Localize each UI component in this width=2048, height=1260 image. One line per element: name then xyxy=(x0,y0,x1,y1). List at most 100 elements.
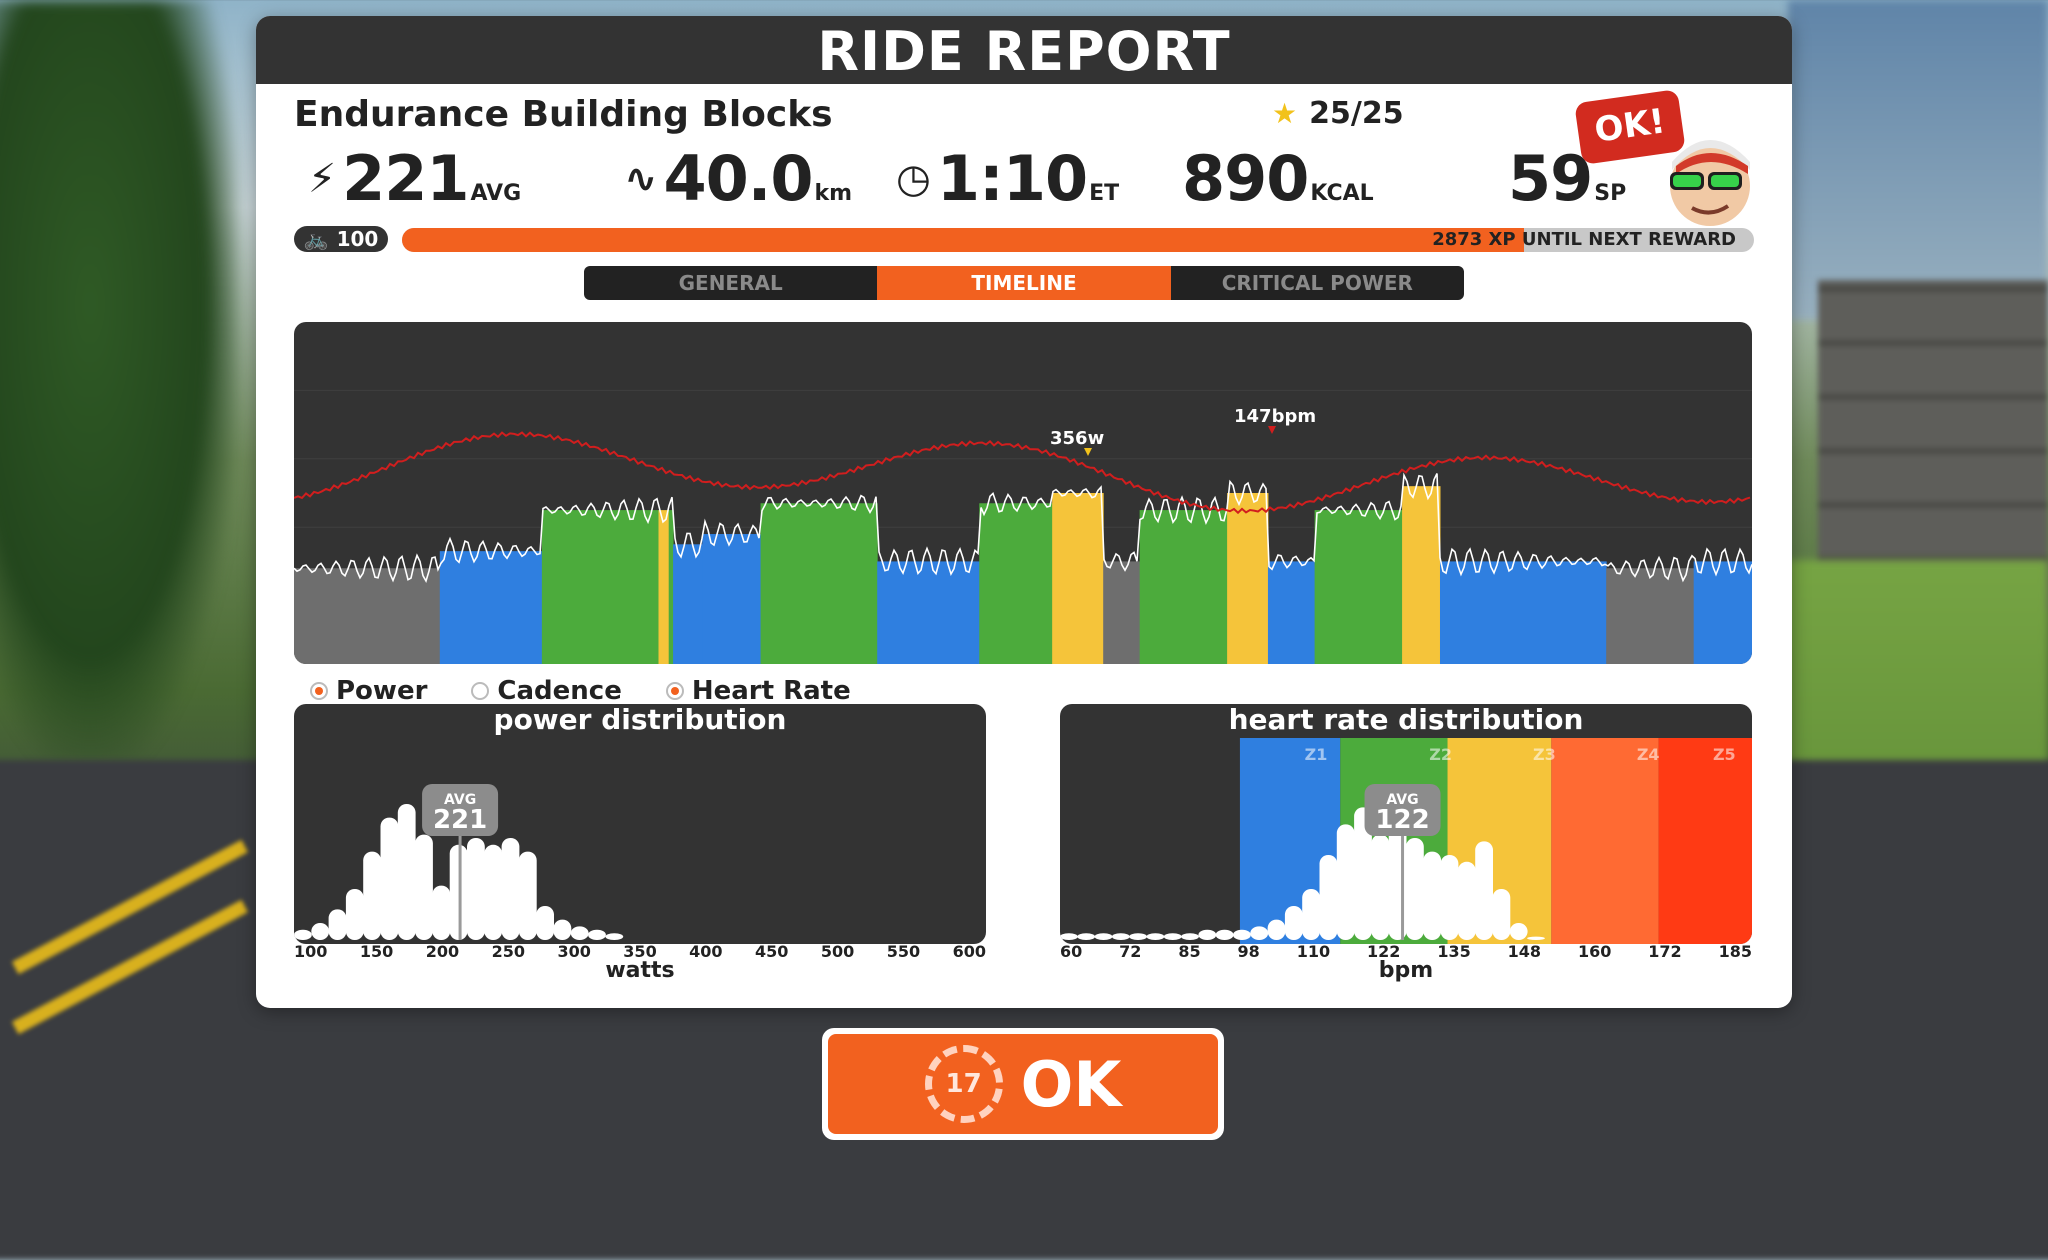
distribution-bar xyxy=(1163,933,1182,940)
power-tick: 100 xyxy=(294,942,328,961)
timeline-zone-bar xyxy=(439,551,543,664)
timeline-plot: 356w 147bpm xyxy=(294,389,1752,664)
distribution-bar xyxy=(1250,926,1269,940)
timeline-zone-bar xyxy=(1139,510,1228,664)
stat-time: ◷ 1:10 ET xyxy=(896,142,1119,215)
distribution-bar xyxy=(1146,933,1165,940)
timeline-zone-bar xyxy=(1227,493,1269,664)
hr-zone-label: Z5 xyxy=(1713,745,1736,764)
background-tree xyxy=(0,0,240,760)
distribution-bar xyxy=(570,926,589,940)
peak-hr-label: 147bpm xyxy=(1234,406,1316,427)
distribution-bar xyxy=(1094,933,1113,940)
hr-distribution-chart: AVG 122 Z1 Z2 Z3 Z4 Z5 heart rate distribution xyxy=(1060,704,1752,944)
distribution-bar xyxy=(1302,889,1320,940)
hr-tick: 148 xyxy=(1507,942,1542,961)
distribution-bar xyxy=(536,906,554,940)
peak-power-marker xyxy=(1084,448,1092,456)
hr-zone-band xyxy=(1658,738,1752,944)
distribution-bar xyxy=(1060,933,1078,940)
ok-button-face[interactable]: 17 OK xyxy=(828,1034,1218,1134)
distribution-bar xyxy=(1215,929,1234,940)
power-unit: AVG xyxy=(470,181,522,206)
sp-value: 59 xyxy=(1508,142,1593,215)
hr-zone-label: Z2 xyxy=(1429,745,1452,764)
hr-tick: 172 xyxy=(1648,942,1682,961)
distribution-bar xyxy=(1336,824,1355,940)
timeline-zone-bar xyxy=(877,561,980,664)
tab-general[interactable]: GENERAL xyxy=(678,271,783,295)
hr-tick: 98 xyxy=(1237,942,1260,961)
legend-cadence-label: Cadence xyxy=(497,676,622,706)
distance-unit: km xyxy=(814,181,853,206)
distribution-bar xyxy=(363,851,381,940)
power-tick: 450 xyxy=(755,942,789,961)
hr-tick: 160 xyxy=(1577,942,1612,961)
distribution-bar xyxy=(1354,807,1372,940)
stat-power: ⚡ 221 AVG xyxy=(308,142,521,215)
power-tick: 300 xyxy=(557,942,591,961)
timeline-zone-bar xyxy=(1103,561,1141,664)
level-badge: 🚲 100 xyxy=(294,226,388,252)
calories-value: 890 xyxy=(1182,142,1309,215)
distribution-bar xyxy=(1509,923,1528,940)
distribution-bar xyxy=(397,804,416,940)
hr-tick: 185 xyxy=(1718,942,1752,961)
radio-power[interactable] xyxy=(310,682,328,700)
tab-critical-power[interactable]: CRITICAL POWER xyxy=(1221,271,1413,295)
distance-value: 40.0 xyxy=(663,142,814,215)
power-tick: 500 xyxy=(820,942,855,961)
timeline-zone-bar xyxy=(979,503,1053,664)
timeline-zone-bar xyxy=(702,534,762,664)
hr-tick: 122 xyxy=(1367,942,1401,961)
radio-heart-rate[interactable] xyxy=(665,682,684,700)
bike-icon: 🚲 xyxy=(303,227,329,251)
timeline-legend: Power Cadence Heart Rate xyxy=(310,676,851,706)
legend-heart-rate-label: Heart Rate xyxy=(691,676,851,706)
legend-cadence[interactable]: Cadence xyxy=(471,676,622,706)
power-tick: 600 xyxy=(952,942,986,961)
xp-progress-bar: 2873 XP UNTIL NEXT REWARD xyxy=(402,228,1754,252)
legend-power[interactable]: Power xyxy=(310,676,427,706)
timeline-zone-bar xyxy=(1314,510,1403,664)
xp-progress-fill xyxy=(402,228,1525,252)
background-sky xyxy=(1788,0,2048,320)
legend-heart-rate[interactable]: Heart Rate xyxy=(665,676,851,706)
ride-report-panel: RIDE REPORT Endurance Building Blocks ★ … xyxy=(256,16,1792,1008)
tab-timeline[interactable]: TIMELINE xyxy=(877,266,1171,300)
star-icon: ★ xyxy=(1272,97,1298,130)
timeline-zone-bar xyxy=(668,510,674,664)
power-value: 221 xyxy=(342,142,469,215)
distribution-bar xyxy=(588,929,606,940)
distribution-bar xyxy=(1492,889,1511,940)
distribution-bar xyxy=(294,929,312,940)
stat-calories: 890 KCAL xyxy=(1182,142,1374,215)
hr-axis-label: bpm xyxy=(1378,958,1434,983)
distribution-bar xyxy=(1371,834,1390,940)
timeline-zone-bar xyxy=(1693,561,1752,664)
countdown-timer-icon: 17 xyxy=(924,1045,1003,1123)
sp-unit: SP xyxy=(1594,181,1627,206)
route-icon: ∿ xyxy=(624,155,658,202)
timeline-chart: 356w 147bpm xyxy=(294,322,1752,664)
workout-title: Endurance Building Blocks xyxy=(294,94,833,135)
distribution-bar xyxy=(380,817,399,940)
distribution-bar xyxy=(328,909,347,940)
radio-cadence[interactable] xyxy=(471,682,490,700)
report-tabs: GENERAL TIMELINE CRITICAL POWER xyxy=(584,266,1464,300)
background-stone-wall xyxy=(1818,280,2048,610)
avg-marker-label: AVG xyxy=(1386,792,1418,808)
power-tick: 150 xyxy=(359,942,394,961)
ok-button[interactable]: 17 OK xyxy=(822,1028,1224,1140)
ok-button-label: OK xyxy=(1020,1047,1122,1121)
hr-zone-band xyxy=(1551,738,1659,944)
distribution-bar xyxy=(1267,919,1286,940)
timeline-zone-bar xyxy=(381,568,441,664)
avg-marker-badge xyxy=(1364,784,1441,836)
time-unit: ET xyxy=(1089,181,1120,206)
distribution-bar xyxy=(1440,855,1459,940)
peak-power-label: 356w xyxy=(1050,428,1104,449)
clock-icon: ◷ xyxy=(896,155,931,202)
heart-rate-line xyxy=(294,431,1751,515)
